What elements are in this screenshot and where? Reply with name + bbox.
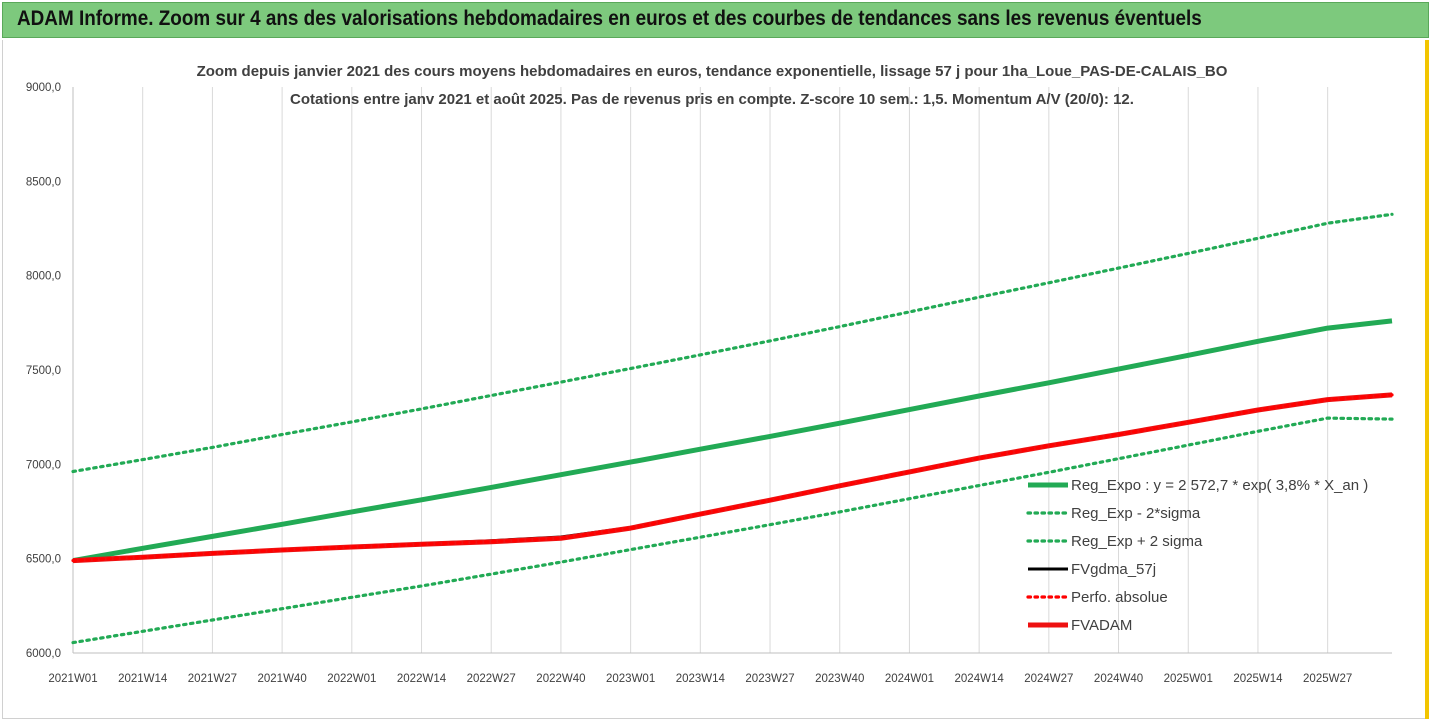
chart-subtitle: Cotations entre janv 2021 et août 2025. … [290, 91, 1134, 108]
banner-title: ADAM Informe. Zoom sur 4 ans des valoris… [17, 7, 1202, 30]
chart-series [71, 212, 1394, 645]
x-tick-label: 2025W27 [1303, 673, 1352, 685]
x-tick-label: 2024W01 [885, 673, 934, 685]
x-tick-label: 2022W40 [536, 673, 585, 685]
legend-label: Perfo. absolue [1071, 589, 1168, 606]
series-line [72, 318, 1393, 564]
legend-label: Reg_Expo : y = 2 572,7 * exp( 3,8% * X_a… [1071, 477, 1368, 494]
x-tick-label: 2025W01 [1164, 673, 1213, 685]
y-tick-label: 9000,0 [26, 82, 61, 94]
y-tick-label: 8000,0 [26, 271, 61, 283]
x-tick-label: 2022W14 [397, 673, 447, 685]
series-line [71, 393, 1394, 563]
series-line [71, 416, 1394, 645]
legend-label: Reg_Exp - 2*sigma [1071, 505, 1201, 522]
x-tick-label: 2021W14 [118, 673, 168, 685]
x-tick-label: 2025W14 [1233, 673, 1283, 685]
x-tick-label: 2023W14 [676, 673, 726, 685]
chart-title: Zoom depuis janvier 2021 des cours moyen… [197, 63, 1228, 80]
x-tick-label: 2023W27 [745, 673, 794, 685]
x-tick-label: 2021W40 [257, 673, 306, 685]
x-tick-label: 2024W27 [1024, 673, 1073, 685]
x-tick-label: 2024W40 [1094, 673, 1143, 685]
legend-label: FVADAM [1071, 617, 1132, 634]
chart-frame [2, 40, 1429, 719]
y-tick-label: 7500,0 [26, 365, 61, 377]
x-tick-label: 2024W14 [955, 673, 1005, 685]
x-tick-label: 2022W27 [467, 673, 516, 685]
x-tick-label: 2023W01 [606, 673, 655, 685]
header-banner: ADAM Informe. Zoom sur 4 ans des valoris… [2, 2, 1429, 38]
legend-label: FVgdma_57j [1071, 561, 1156, 578]
chart-axes: 2021W01 2021W14 2021W27 2021W40 2022W01 2022W… [26, 82, 1392, 685]
series-line [71, 212, 1394, 474]
chart-legend: Reg_Expo : y = 2 572,7 * exp( 3,8% * X_a… [1026, 477, 1368, 634]
y-tick-label: 8500,0 [26, 176, 61, 188]
frame-accent [1425, 40, 1429, 719]
x-tick-label: 2022W01 [327, 673, 376, 685]
legend-label: Reg_Exp + 2 sigma [1071, 533, 1203, 550]
x-tick-label: 2021W27 [188, 673, 237, 685]
y-tick-label: 6000,0 [26, 648, 61, 660]
y-tick-label: 7000,0 [26, 459, 61, 471]
chart-gridlines [72, 87, 1329, 653]
x-tick-label: 2023W40 [815, 673, 864, 685]
x-tick-label: 2021W01 [48, 673, 97, 685]
y-tick-label: 6500,0 [26, 554, 61, 566]
